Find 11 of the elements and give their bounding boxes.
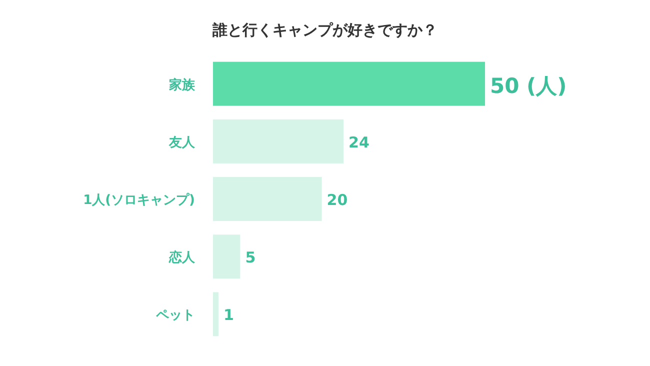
y-tick-label: ペット [155,308,195,324]
data-label: 24 [348,133,370,152]
y-tick-label: 友人 [168,135,196,150]
data-label: 20 [326,191,348,209]
data-label: 5 [245,248,256,267]
data-label: 1 [223,306,234,324]
y-tick-label: 家族 [168,76,196,93]
y-tick-label: 恋人 [168,250,196,266]
data-label: 50 (人) [490,74,567,98]
chart-title: 誰と行くキャンプが好きですか？ [212,21,438,39]
y-tick-label: 1人(ソロキャンプ) [83,192,195,208]
